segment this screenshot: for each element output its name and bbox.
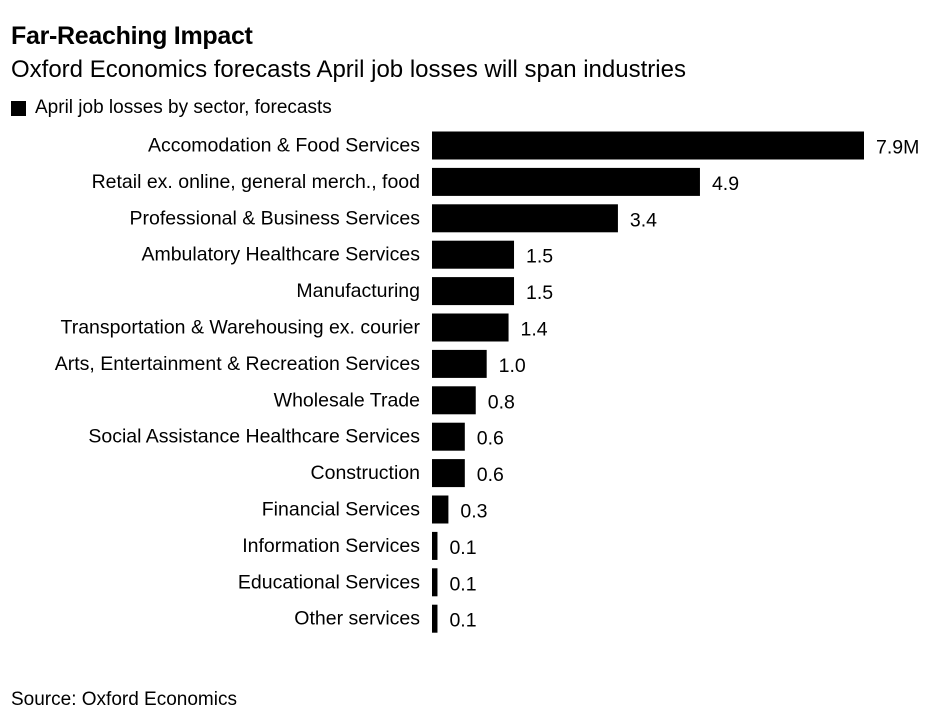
value-label-manufacturing: 1.5 xyxy=(526,282,553,304)
category-label-arts-entertainment-and-recreation-services: Arts, Entertainment & Recreation Service… xyxy=(55,353,420,375)
value-label-information-services: 0.1 xyxy=(449,537,476,559)
bar-wholesale-trade xyxy=(432,386,476,415)
value-label-other-services: 0.1 xyxy=(449,610,476,632)
category-label-transportation-and-warehousing-ex-courier: Transportation & Warehousing ex. courier xyxy=(61,317,421,339)
bar-construction xyxy=(432,459,465,488)
category-label-ambulatory-healthcare-services: Ambulatory Healthcare Services xyxy=(141,244,420,266)
value-label-social-assistance-healthcare-services: 0.6 xyxy=(477,428,504,450)
chart-subtitle: Oxford Economics forecasts April job los… xyxy=(11,56,686,83)
category-label-manufacturing: Manufacturing xyxy=(296,280,420,302)
category-label-accomodation-and-food-services: Accomodation & Food Services xyxy=(148,135,420,157)
category-label-financial-services: Financial Services xyxy=(262,499,420,521)
category-label-educational-services: Educational Services xyxy=(238,571,420,593)
bar-arts-entertainment-and-recreation-services xyxy=(432,349,487,378)
category-label-other-services: Other services xyxy=(294,608,420,630)
category-label-construction: Construction xyxy=(311,462,420,484)
bar-transportation-and-warehousing-ex-courier xyxy=(432,313,509,342)
bar-educational-services xyxy=(432,568,438,597)
chart-legend: April job losses by sector, forecasts xyxy=(11,96,332,120)
category-label-professional-and-business-services: Professional & Business Services xyxy=(130,207,421,229)
value-label-accomodation-and-food-services: 7.9M xyxy=(876,137,919,159)
value-label-retail-ex-online-general-merch-food: 4.9 xyxy=(712,173,739,195)
category-label-social-assistance-healthcare-services: Social Assistance Healthcare Services xyxy=(88,426,420,448)
bar-social-assistance-healthcare-services xyxy=(432,422,465,451)
value-label-ambulatory-healthcare-services: 1.5 xyxy=(526,246,553,268)
category-label-retail-ex-online-general-merch-food: Retail ex. online, general merch., food xyxy=(92,171,420,193)
bar-information-services xyxy=(432,531,438,560)
value-label-transportation-and-warehousing-ex-courier: 1.4 xyxy=(521,319,548,341)
bar-financial-services xyxy=(432,495,449,524)
value-label-educational-services: 0.1 xyxy=(449,573,476,595)
bar-other-services xyxy=(432,604,438,633)
value-label-wholesale-trade: 0.8 xyxy=(488,391,515,413)
value-label-arts-entertainment-and-recreation-services: 1.0 xyxy=(499,355,526,377)
legend-label: April job losses by sector, forecasts xyxy=(35,97,332,118)
bar-retail-ex-online-general-merch-food xyxy=(432,167,700,196)
legend-swatch xyxy=(11,100,26,116)
value-label-financial-services: 0.3 xyxy=(460,501,487,523)
value-label-professional-and-business-services: 3.4 xyxy=(630,209,657,231)
value-label-construction: 0.6 xyxy=(477,464,504,486)
chart-title: Far-Reaching Impact xyxy=(11,22,253,50)
source-note: Source: Oxford Economics xyxy=(11,689,237,710)
category-label-information-services: Information Services xyxy=(242,535,420,557)
bar-manufacturing xyxy=(432,277,515,306)
category-label-wholesale-trade: Wholesale Trade xyxy=(274,389,420,411)
bar-accomodation-and-food-services xyxy=(432,131,864,160)
bar-professional-and-business-services xyxy=(432,204,618,233)
bar-ambulatory-healthcare-services xyxy=(432,240,515,269)
